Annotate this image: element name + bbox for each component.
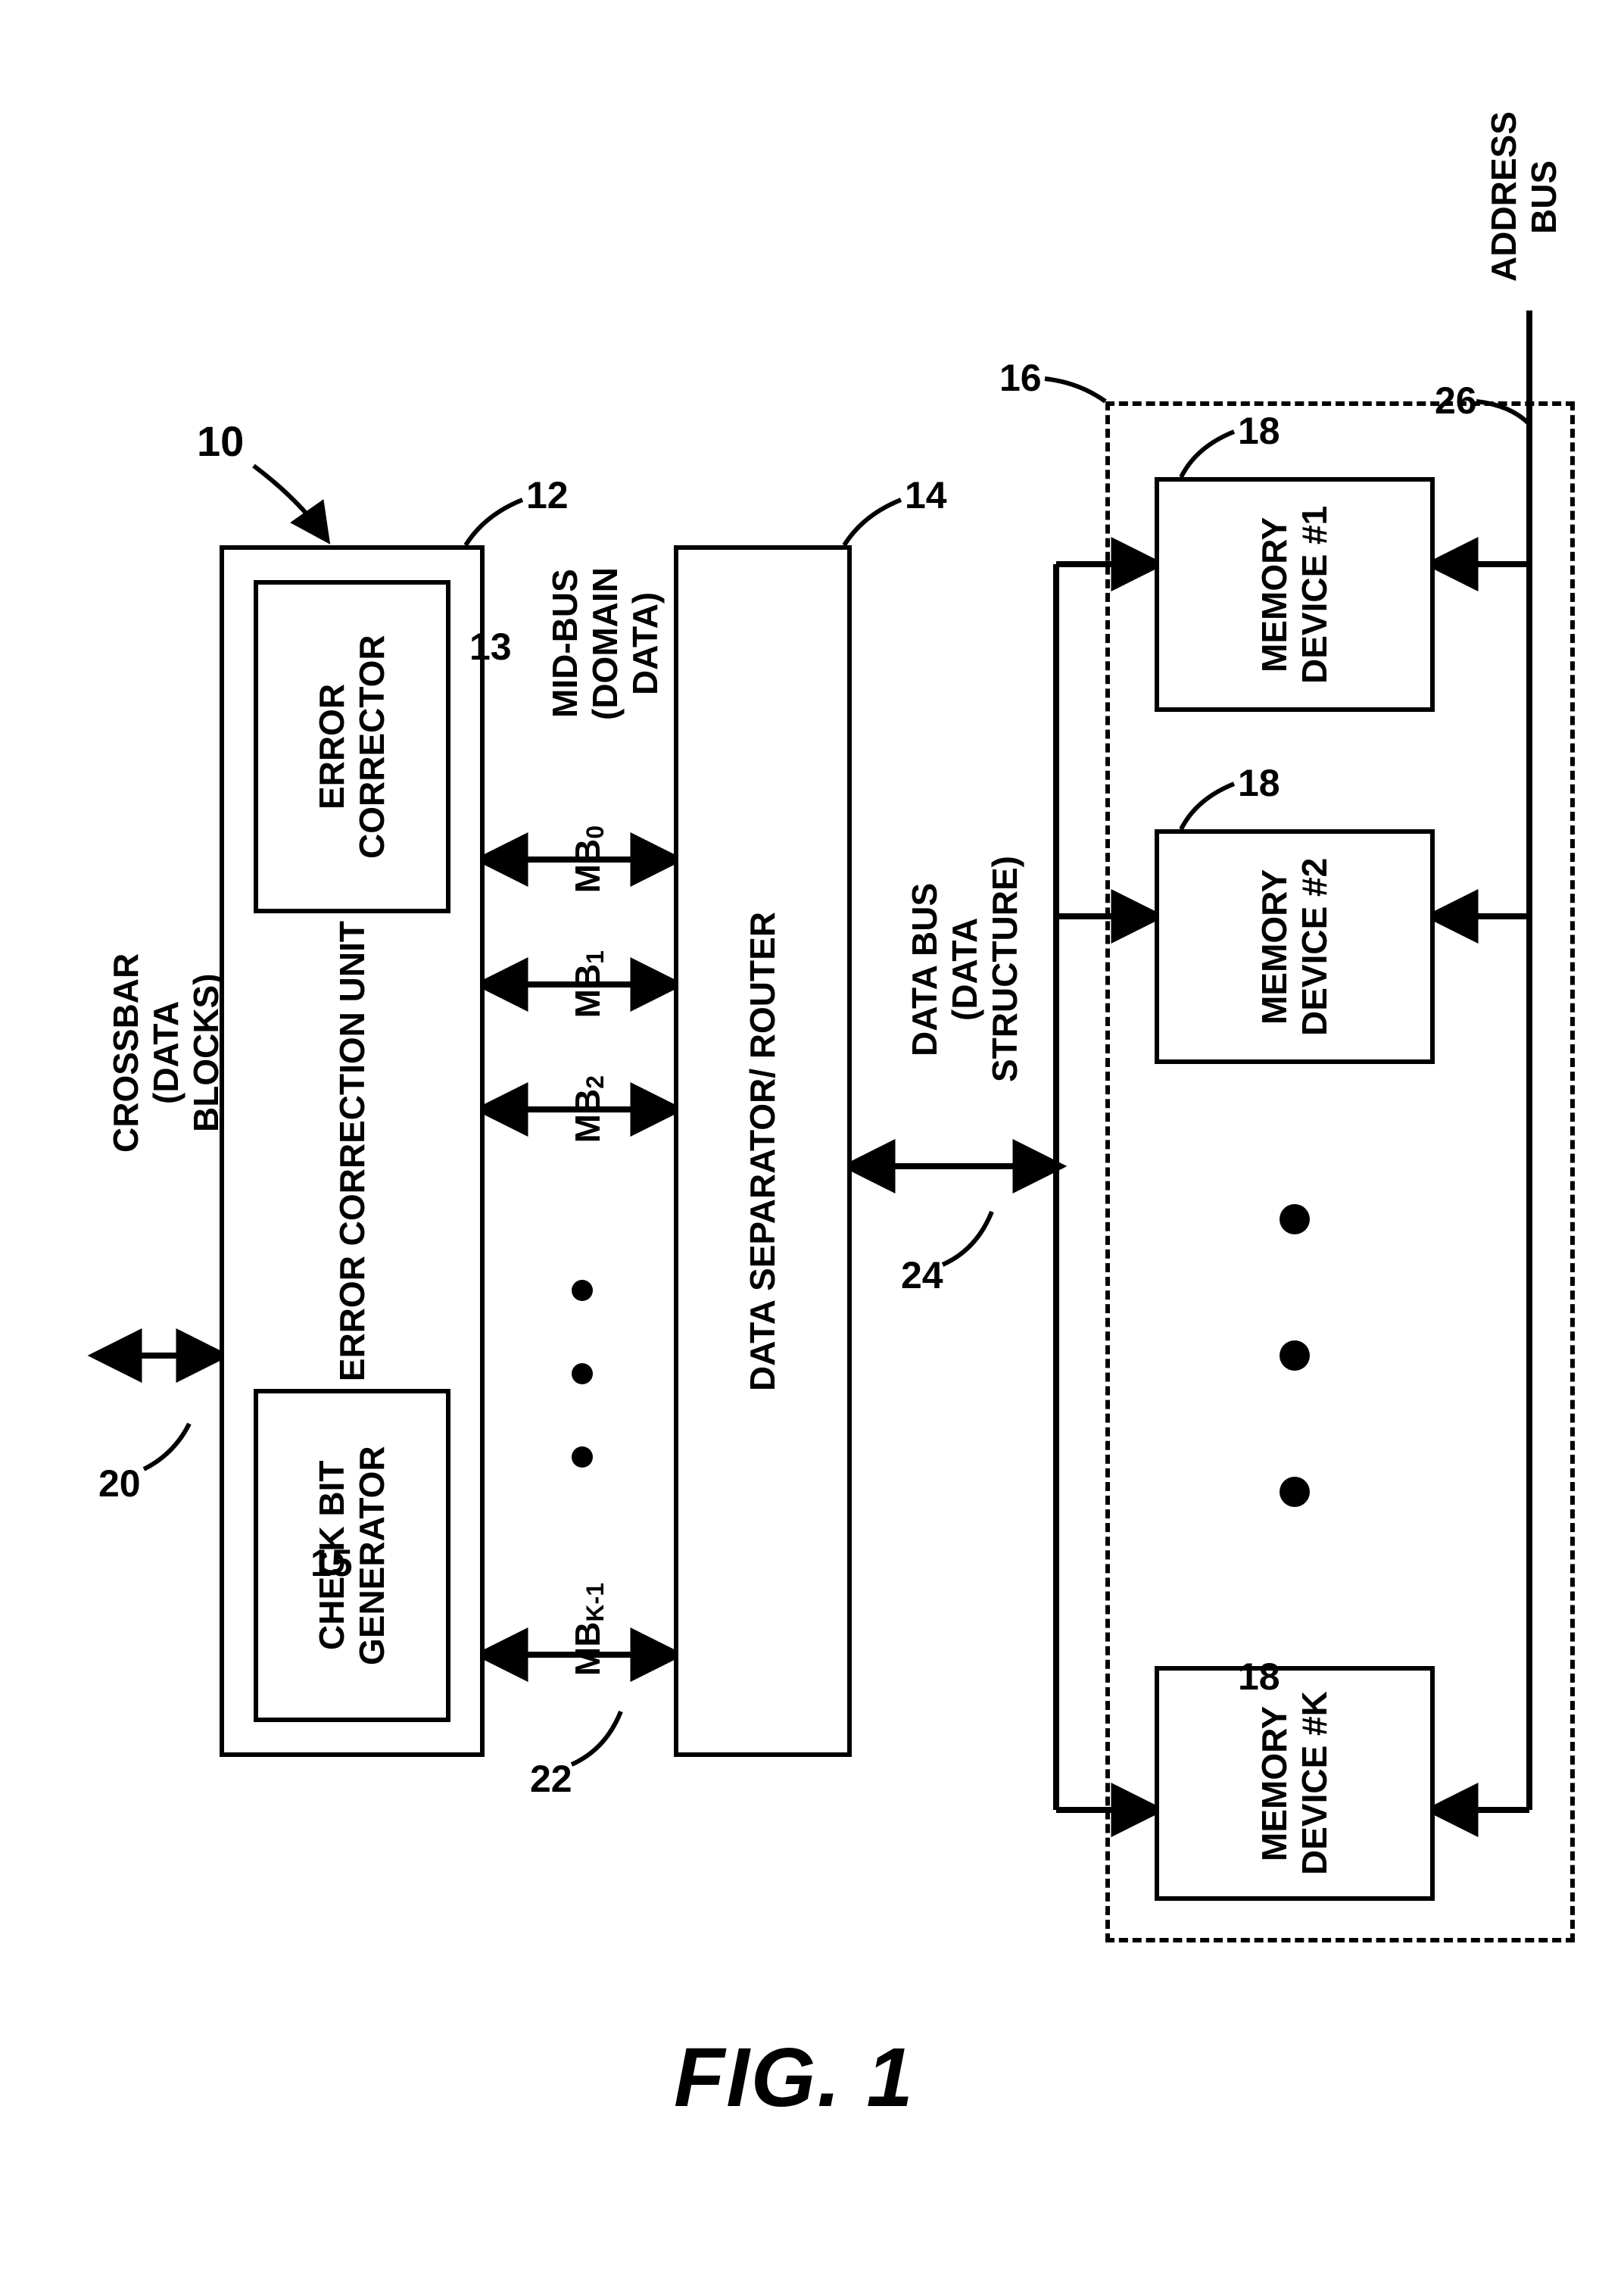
memory-device-2-label: MEMORY DEVICE #2 xyxy=(1255,834,1335,1059)
diagram-canvas: 10 CROSSBAR (DATA BLOCKS) 20 ERROR CORRE… xyxy=(0,0,1624,2284)
ref-18-k: 18 xyxy=(1238,1655,1280,1699)
midbus-dot xyxy=(572,1446,593,1468)
ecc-unit-label: ERROR CORRECTION UNIT xyxy=(332,921,372,1381)
mb1-label: MB1 xyxy=(568,950,609,1018)
data-separator-router: DATA SEPARATOR/ ROUTER xyxy=(674,545,852,1757)
midbus-dot xyxy=(572,1280,593,1301)
ref-24: 24 xyxy=(901,1253,943,1297)
ref-22: 22 xyxy=(530,1757,572,1801)
error-corrector-label: ERROR CORRECTOR xyxy=(312,585,392,909)
ref-18-1: 18 xyxy=(1238,409,1280,453)
memory-dot xyxy=(1280,1204,1310,1234)
memory-device-1: MEMORY DEVICE #1 xyxy=(1155,477,1435,712)
ref-26: 26 xyxy=(1435,379,1477,423)
midbus-dot xyxy=(572,1363,593,1384)
memory-device-k: MEMORY DEVICE #K xyxy=(1155,1666,1435,1901)
addressbus-label: ADDRESS BUS xyxy=(1484,91,1564,303)
ref-18-2: 18 xyxy=(1238,761,1280,805)
memory-dot xyxy=(1280,1477,1310,1507)
databus-label: DATA BUS (DATA STRUCTURE) xyxy=(905,803,1025,1136)
midbus-label: MID-BUS (DOMAIN DATA) xyxy=(545,485,665,803)
memory-device-1-label: MEMORY DEVICE #1 xyxy=(1255,482,1335,707)
ref-figure-number: 10 xyxy=(197,417,244,466)
ref-14: 14 xyxy=(905,473,947,517)
separator-label: DATA SEPARATOR/ ROUTER xyxy=(743,912,783,1391)
ref-15: 15 xyxy=(310,1541,353,1585)
memory-device-2: MEMORY DEVICE #2 xyxy=(1155,829,1435,1064)
error-corrector-box: ERROR CORRECTOR xyxy=(254,580,450,913)
mbk-label: MBK-1 xyxy=(568,1583,609,1676)
mb2-label: MB2 xyxy=(568,1075,609,1143)
memory-device-k-label: MEMORY DEVICE #K xyxy=(1255,1671,1335,1896)
memory-dot xyxy=(1280,1340,1310,1371)
ref-13: 13 xyxy=(469,625,512,669)
crossbar-label: CROSSBAR (DATA BLOCKS) xyxy=(106,856,226,1250)
ref-16: 16 xyxy=(999,356,1042,400)
figure-caption: FIG. 1 xyxy=(674,2030,915,2126)
ref-20: 20 xyxy=(98,1462,141,1506)
mb0-label: MB0 xyxy=(568,825,609,893)
